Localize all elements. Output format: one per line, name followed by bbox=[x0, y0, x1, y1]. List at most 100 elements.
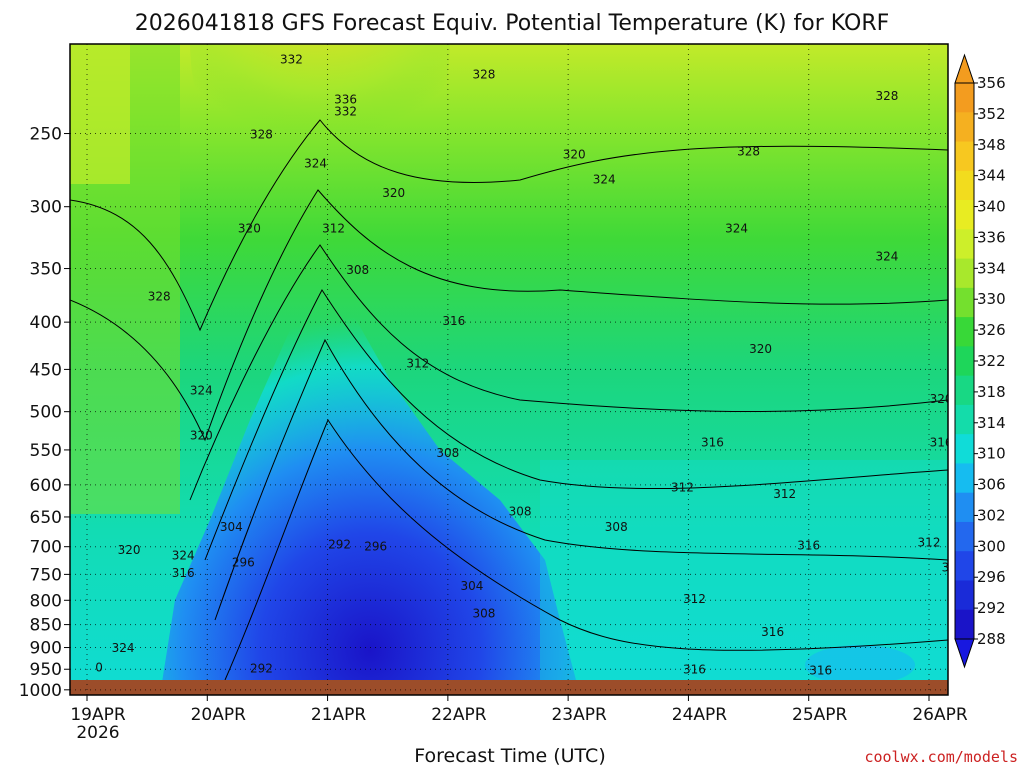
contour-line bbox=[70, 119, 948, 332]
x-tick-label: 25APR bbox=[792, 705, 848, 725]
x-tick-label: 21APR bbox=[311, 705, 367, 725]
colorbar-swatch bbox=[955, 112, 974, 143]
contour-label: 308 bbox=[346, 263, 369, 277]
y-tick-label: 400 bbox=[30, 313, 62, 333]
x-axis: 19APR 20APR 21APR 22APR 23APR 24APR 25APR 26APR… bbox=[70, 695, 968, 743]
colorbar-swatch bbox=[955, 317, 974, 347]
colorbar-label: 326 bbox=[977, 321, 1006, 339]
x-axis-title: Forecast Time (UTC) bbox=[414, 745, 605, 767]
contour-label: 308 bbox=[436, 446, 459, 460]
colorbar-swatch bbox=[955, 346, 974, 377]
colorbar-label: 288 bbox=[977, 630, 1006, 648]
colorbar-swatch bbox=[955, 521, 974, 552]
contour-label: 324 bbox=[725, 222, 748, 236]
contour-label: 324 bbox=[112, 641, 135, 655]
x-tick-label: 24APR bbox=[672, 705, 728, 725]
early-period-moist-column-top bbox=[70, 44, 130, 184]
colorbar-label: 302 bbox=[977, 506, 1006, 524]
colorbar-swatch bbox=[955, 200, 974, 230]
colorbar-swatch bbox=[955, 463, 974, 494]
contour-label: 328 bbox=[472, 68, 495, 82]
x-tick-label: 19APR bbox=[70, 705, 126, 725]
y-tick-label: 500 bbox=[30, 403, 62, 423]
contour-label: 312 bbox=[918, 536, 941, 550]
warm-upper-level-region bbox=[190, 44, 450, 204]
colorbar-top-arrow bbox=[954, 53, 975, 84]
y-tick-label: 800 bbox=[30, 591, 62, 611]
colorbar-label: 292 bbox=[977, 599, 1006, 617]
contour-label: 332 bbox=[280, 53, 303, 67]
contour-line bbox=[224, 418, 948, 681]
colorbar-swatch bbox=[955, 609, 974, 640]
contour-label: 316 bbox=[701, 435, 724, 449]
contour-label: 324 bbox=[593, 172, 616, 186]
contour-label: 336 bbox=[334, 93, 357, 107]
colorbar: 356 352 348 344 340 336 334 330 326 322 318 314 310 3… bbox=[954, 53, 1006, 669]
colorbar-bottom-arrow bbox=[954, 638, 975, 669]
colorbar-swatch bbox=[955, 375, 974, 406]
contour-label: 292 bbox=[328, 537, 351, 551]
x-tick-label: 26APR bbox=[912, 705, 968, 725]
contour-label: 320 bbox=[382, 186, 405, 200]
colorbar-label: 306 bbox=[977, 476, 1006, 494]
contour-label: 316 bbox=[683, 662, 706, 676]
contour-line bbox=[70, 189, 948, 442]
contour-label: 312 bbox=[671, 480, 694, 494]
contour-label: 312 bbox=[406, 357, 429, 371]
contour-line bbox=[189, 244, 948, 501]
colorbar-label: 352 bbox=[977, 105, 1006, 123]
contour-label: 316 bbox=[172, 566, 195, 580]
gridlines bbox=[70, 44, 948, 695]
y-tick-label: 700 bbox=[30, 538, 62, 558]
x-tick-label: 20APR bbox=[191, 705, 247, 725]
colorbar-swatch bbox=[955, 434, 974, 464]
colorbar-swatch bbox=[955, 258, 974, 289]
y-tick-label: 300 bbox=[30, 198, 62, 218]
colorbar-swatch bbox=[955, 287, 974, 318]
contour-label: 328 bbox=[148, 289, 171, 303]
contour-label: 296 bbox=[232, 555, 255, 569]
credit-text: coolwx.com/models bbox=[864, 748, 1018, 766]
x-tick-label: 22APR bbox=[431, 705, 487, 725]
contour-label: 316 bbox=[761, 625, 784, 639]
colorbar-label: 334 bbox=[977, 259, 1006, 277]
chart-title: 2026041818 GFS Forecast Equiv. Potential… bbox=[135, 11, 890, 36]
contour-label: 320 bbox=[190, 429, 213, 443]
contour-label: 332 bbox=[334, 104, 357, 118]
contour-label: 296 bbox=[364, 540, 387, 554]
y-tick-label: 1000 bbox=[19, 681, 62, 701]
contour-label: 292 bbox=[250, 662, 273, 676]
y-tick-label: 550 bbox=[30, 441, 62, 461]
contour-label: 320 bbox=[238, 222, 261, 236]
contour-label: 308 bbox=[605, 520, 628, 534]
contour-label: 0 bbox=[95, 660, 103, 674]
colorbar-swatch bbox=[955, 229, 974, 260]
contour-label: 324 bbox=[172, 549, 195, 563]
contour-label: 308 bbox=[509, 505, 532, 519]
contour-label: 320 bbox=[563, 147, 586, 161]
colorbar-swatch bbox=[955, 141, 974, 172]
ground-strip bbox=[70, 680, 948, 695]
y-tick-label: 950 bbox=[30, 660, 62, 680]
colorbar-label: 296 bbox=[977, 568, 1006, 586]
colorbar-swatch bbox=[955, 404, 974, 435]
y-axis: 250 300 350 400 450 500 550 600 650 700 750 800 850 9… bbox=[19, 125, 70, 701]
colorbar-label: 314 bbox=[977, 414, 1006, 432]
colorbar-label: 344 bbox=[977, 167, 1006, 185]
contour-label: 320 bbox=[930, 392, 953, 406]
contour-label: 312 bbox=[683, 592, 706, 606]
y-tick-label: 750 bbox=[30, 565, 62, 585]
contour-label: 308 bbox=[472, 606, 495, 620]
cold-air-dome bbox=[160, 250, 580, 695]
contour-label: 304 bbox=[220, 520, 243, 534]
contour-label: 324 bbox=[190, 383, 213, 397]
colorbar-label: 300 bbox=[977, 537, 1006, 555]
colorbar-label: 340 bbox=[977, 198, 1006, 216]
colorbar-swatch bbox=[955, 580, 974, 611]
contour-label: 316 bbox=[809, 664, 832, 678]
y-tick-label: 850 bbox=[30, 616, 62, 636]
contour-label: 320 bbox=[749, 342, 772, 356]
y-tick-label: 450 bbox=[30, 360, 62, 380]
